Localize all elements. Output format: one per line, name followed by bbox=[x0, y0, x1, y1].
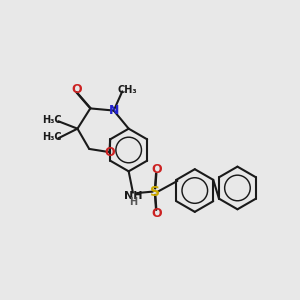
Text: H₃C: H₃C bbox=[42, 132, 62, 142]
Text: S: S bbox=[150, 184, 160, 199]
Text: O: O bbox=[71, 83, 82, 96]
Text: O: O bbox=[151, 207, 162, 220]
Text: O: O bbox=[104, 146, 115, 159]
Text: NH: NH bbox=[124, 191, 142, 201]
Text: H: H bbox=[129, 197, 137, 207]
Text: N: N bbox=[109, 104, 119, 117]
Text: H₃C: H₃C bbox=[42, 115, 62, 125]
Text: CH₃: CH₃ bbox=[118, 85, 137, 95]
Text: O: O bbox=[151, 163, 162, 176]
